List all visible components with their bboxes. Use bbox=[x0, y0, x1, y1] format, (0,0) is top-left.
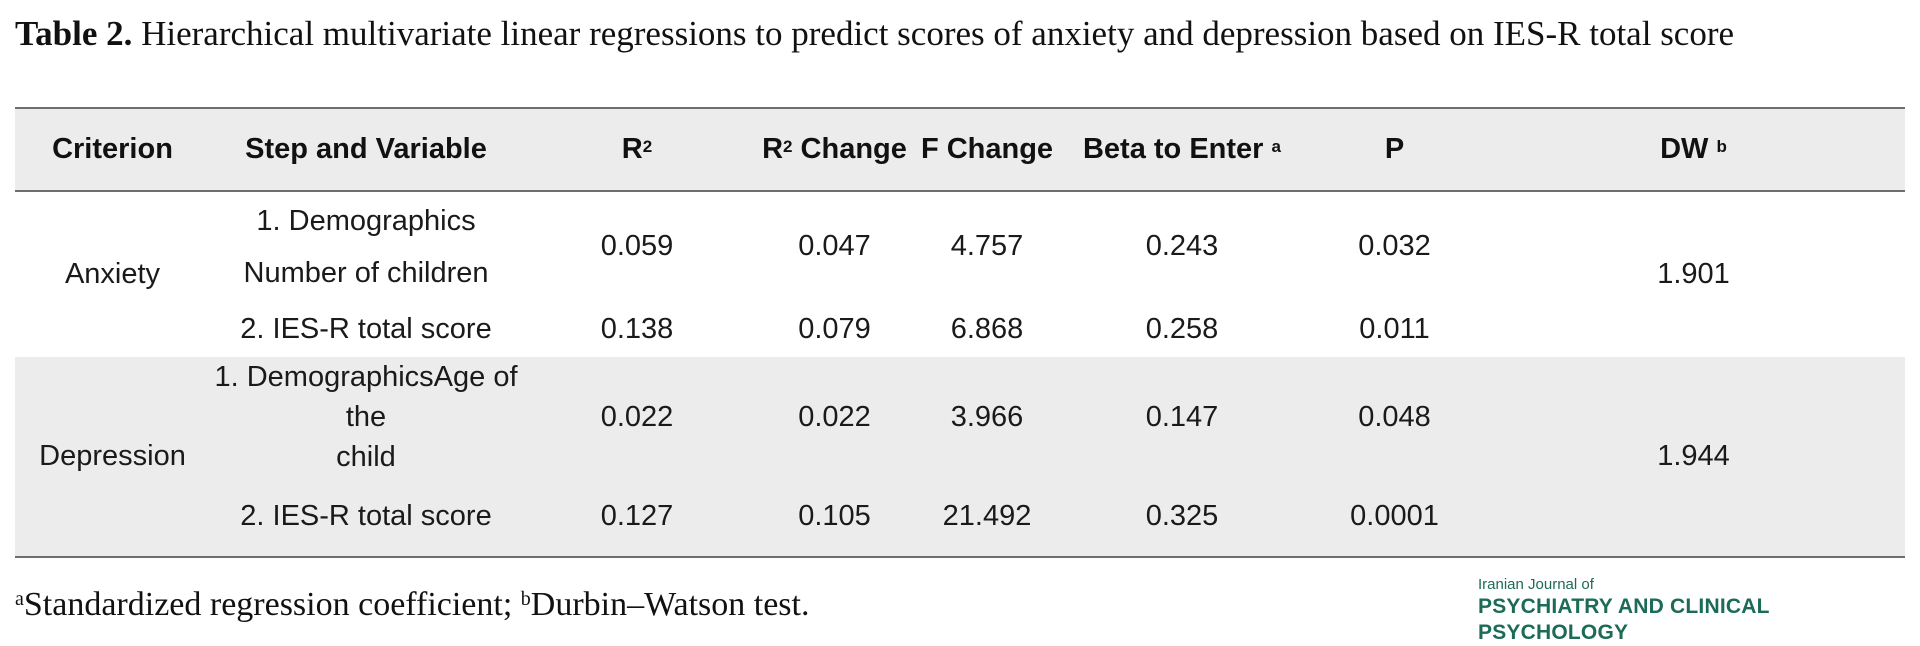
footnote-b-text: Durbin–Watson test. bbox=[530, 586, 810, 623]
step-line1: 1. Demographics bbox=[256, 204, 476, 237]
table-row: Depression 1. DemographicsAge of the chi… bbox=[15, 357, 1905, 477]
r2-cell: 0.138 bbox=[600, 312, 674, 345]
journal-logo: Iranian Journal of PSYCHIATRY AND CLINIC… bbox=[1478, 576, 1920, 646]
header-dw-sup: b bbox=[1716, 137, 1727, 156]
header-criterion: Criterion bbox=[52, 133, 173, 165]
header-step-variable: Step and Variable bbox=[245, 133, 487, 165]
header-dw-text: DW bbox=[1660, 133, 1709, 165]
step-cell: 2. IES-R total score bbox=[240, 500, 492, 532]
header-r2-sup: 2 bbox=[642, 137, 653, 156]
header-p: P bbox=[1384, 133, 1405, 165]
step-line2: child bbox=[336, 441, 396, 473]
r2-cell: 0.127 bbox=[600, 500, 674, 532]
r2-change-cell: 0.079 bbox=[798, 312, 871, 345]
header-row: Criterion Step and Variable R2 R2 Change… bbox=[15, 108, 1905, 191]
header-r2change-sup: 2 bbox=[783, 137, 793, 156]
logo-line2: PSYCHIATRY AND CLINICAL PSYCHOLOGY bbox=[1478, 595, 1770, 644]
p-cell: 0.032 bbox=[1358, 230, 1431, 262]
step-cell: 1. Demographics Number of children bbox=[210, 191, 522, 301]
footnote-a-text: Standardized regression coefficient; bbox=[23, 586, 513, 623]
caption-text: Hierarchical multivariate linear regress… bbox=[141, 14, 1735, 53]
beta-cell: 0.243 bbox=[1145, 230, 1219, 262]
logo-line1: Iranian Journal of bbox=[1478, 576, 1594, 593]
f-change-cell: 3.966 bbox=[950, 400, 1024, 433]
r2-change-cell: 0.047 bbox=[798, 230, 871, 262]
header-r2change-base: R bbox=[762, 133, 784, 165]
r2-change-cell: 0.105 bbox=[798, 500, 871, 532]
dw-cell: 1.944 bbox=[1657, 440, 1730, 472]
footnote-b-mark: b bbox=[520, 588, 531, 610]
header-r2change-rest: Change bbox=[792, 133, 907, 165]
table-body: Anxiety 1. Demographics Number of childr… bbox=[15, 191, 1905, 557]
dw-cell: 1.901 bbox=[1657, 258, 1730, 290]
step-cell: 2. IES-R total score bbox=[240, 312, 492, 345]
r2-cell: 0.022 bbox=[600, 400, 674, 433]
header-r2-base: R bbox=[621, 133, 643, 165]
header-beta-text: Beta to Enter bbox=[1082, 133, 1264, 165]
header-beta-sup: a bbox=[1271, 137, 1281, 156]
table-row: Anxiety 1. Demographics Number of childr… bbox=[15, 191, 1905, 301]
table-caption: Table 2. Hierarchical multivariate linea… bbox=[15, 14, 1734, 54]
p-cell: 0.048 bbox=[1358, 400, 1431, 433]
step-cell: 1. DemographicsAge of the child bbox=[210, 357, 522, 477]
f-change-cell: 6.868 bbox=[950, 312, 1024, 345]
criterion-cell: Anxiety bbox=[64, 258, 161, 290]
r2-cell: 0.059 bbox=[600, 230, 674, 262]
table-header: Criterion Step and Variable R2 R2 Change… bbox=[15, 108, 1905, 191]
criterion-cell: Depression bbox=[39, 440, 186, 472]
header-r2-change: R2 Change bbox=[752, 108, 917, 191]
header-r2: R2 bbox=[522, 108, 752, 191]
step-line1: 1. DemographicsAge of the bbox=[214, 361, 518, 433]
header-f-change: F Change bbox=[920, 133, 1054, 165]
beta-cell: 0.325 bbox=[1145, 500, 1219, 532]
beta-cell: 0.258 bbox=[1145, 312, 1219, 345]
footnote-a-mark: a bbox=[15, 588, 24, 610]
p-cell: 0.011 bbox=[1359, 312, 1430, 345]
header-dw: DW b bbox=[1482, 108, 1905, 191]
table-footnote: aStandardized regression coefficient; bD… bbox=[15, 586, 809, 624]
beta-cell: 0.147 bbox=[1145, 400, 1219, 433]
regression-table-wrapper: Criterion Step and Variable R2 R2 Change… bbox=[15, 107, 1905, 558]
f-change-cell: 4.757 bbox=[950, 230, 1024, 262]
f-change-cell: 21.492 bbox=[942, 500, 1032, 532]
p-cell: 0.0001 bbox=[1350, 500, 1439, 532]
r2-change-cell: 0.022 bbox=[798, 400, 871, 433]
caption-label: Table 2. bbox=[15, 14, 133, 53]
step-line2: Number of children bbox=[243, 256, 489, 289]
table-row: 2. IES-R total score 0.138 0.079 6.868 0… bbox=[15, 301, 1905, 357]
header-beta: Beta to Enter a bbox=[1057, 108, 1307, 191]
regression-table: Criterion Step and Variable R2 R2 Change… bbox=[15, 107, 1905, 558]
